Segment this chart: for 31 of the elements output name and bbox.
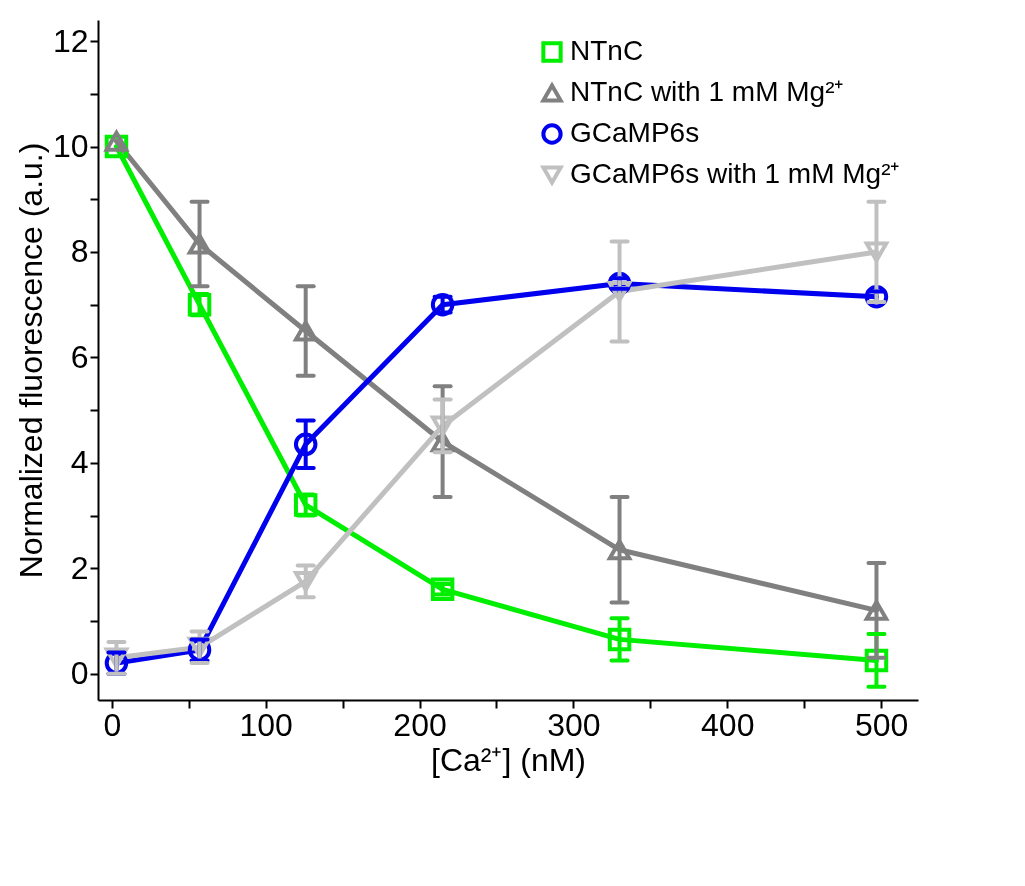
x-tick-label: 100 <box>239 706 293 743</box>
x-tick-label: 300 <box>547 706 601 743</box>
legend-label: NTnC <box>570 35 644 66</box>
y-tick-label: 6 <box>70 338 89 375</box>
point <box>430 415 455 437</box>
legend-label: GCaMP6s with 1 mM Mg²⁺ <box>570 158 900 189</box>
point <box>293 432 318 457</box>
point <box>864 648 889 673</box>
y-tick-label: 12 <box>52 22 89 59</box>
point <box>607 627 632 652</box>
x-tick-label: 0 <box>103 706 122 743</box>
point <box>864 599 889 621</box>
point <box>187 233 212 255</box>
x-tick-label: 200 <box>393 706 447 743</box>
point <box>293 320 318 342</box>
point <box>104 130 129 152</box>
point <box>293 570 318 592</box>
legend-label: NTnC with 1 mM Mg²⁺ <box>570 76 844 107</box>
point <box>607 539 632 561</box>
x-tick-label: 400 <box>701 706 755 743</box>
legend-label: GCaMP6s <box>570 117 700 148</box>
x-tick-label: 500 <box>854 706 909 743</box>
y-tick-label: 0 <box>70 655 89 692</box>
y-tick-label: 10 <box>52 128 89 165</box>
y-tick-label: 4 <box>70 444 89 481</box>
x-axis-title: [Ca²⁺] (nM) <box>431 741 586 778</box>
y-axis-title: Normalized fluorescence (a.u.) <box>12 142 49 579</box>
y-tick-label: 2 <box>70 549 89 586</box>
point <box>430 577 455 602</box>
point <box>864 241 889 263</box>
y-tick-label: 8 <box>70 233 89 270</box>
